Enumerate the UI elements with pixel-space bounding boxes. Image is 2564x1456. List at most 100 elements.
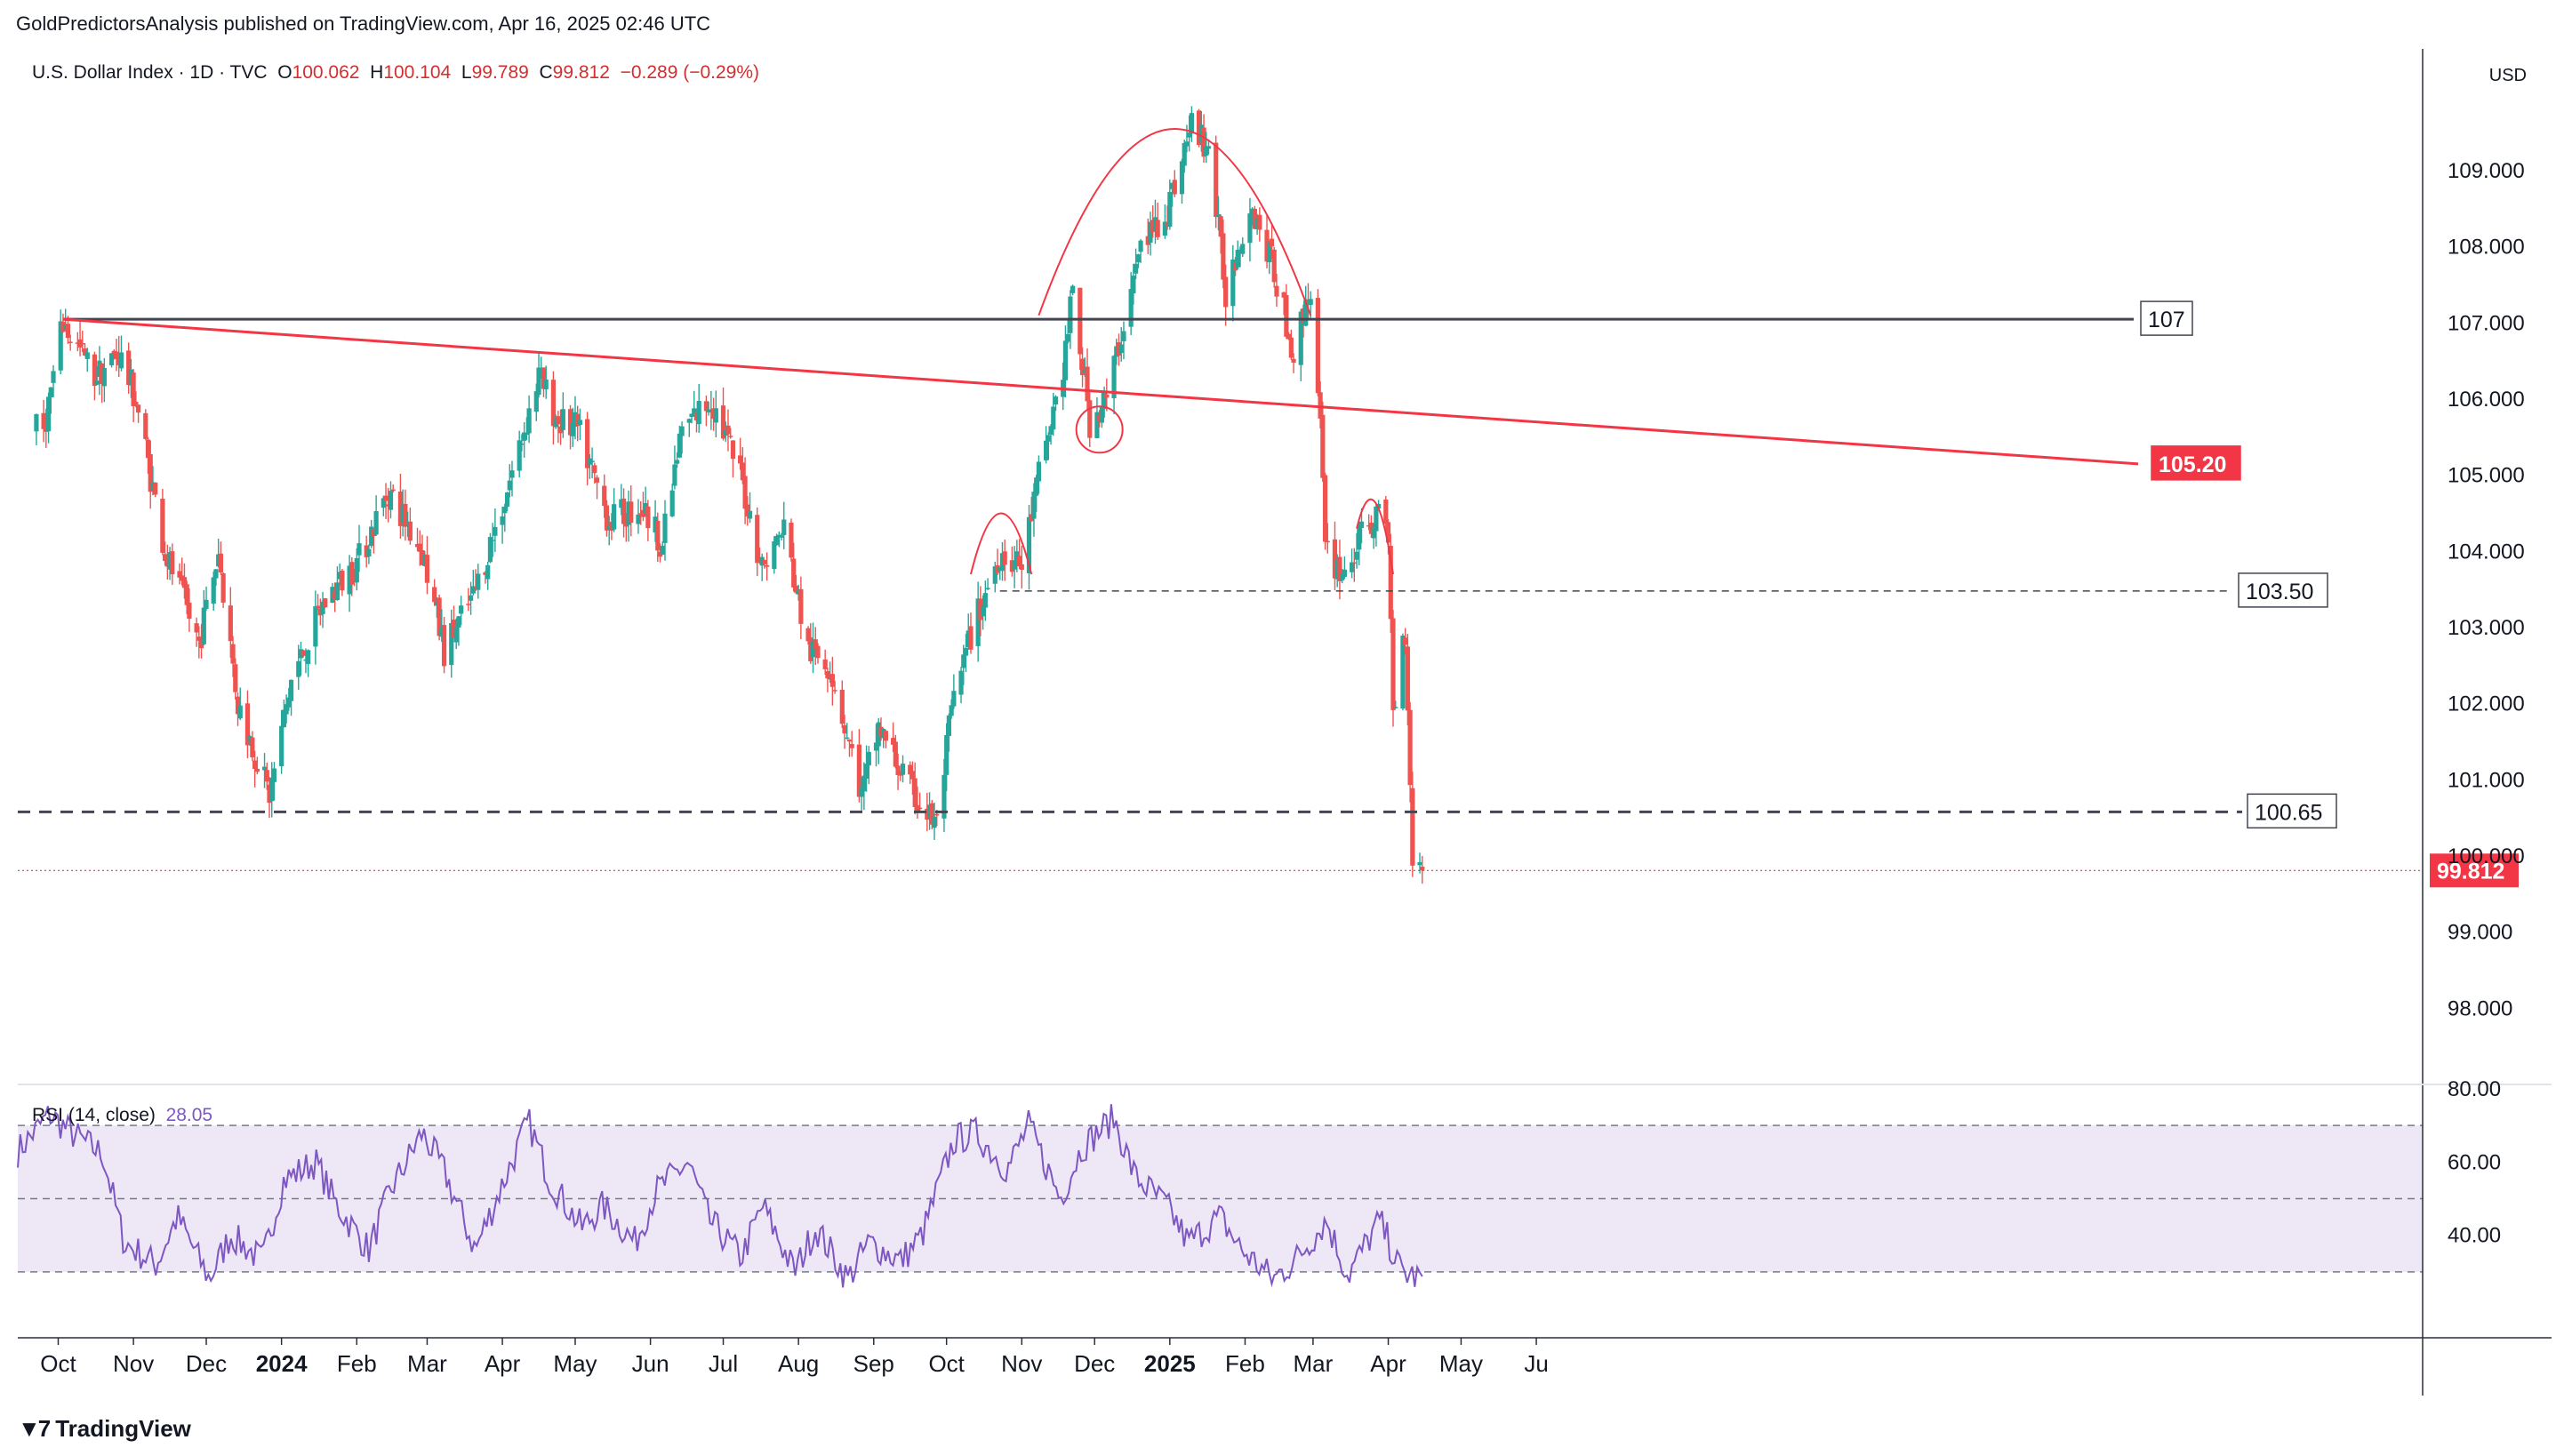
- candle-down: [757, 561, 763, 564]
- candle-up: [966, 630, 971, 648]
- candle-up: [876, 722, 881, 747]
- candle-up: [306, 650, 311, 664]
- candle-down: [693, 412, 700, 420]
- candle-down: [728, 436, 733, 437]
- candle-up: [539, 368, 544, 370]
- candle-down: [558, 426, 564, 434]
- candle-down: [228, 605, 233, 642]
- candle-up: [388, 491, 394, 510]
- candle-down: [1410, 788, 1415, 866]
- candle-down: [730, 440, 736, 460]
- candle-down: [300, 650, 306, 656]
- candle-down: [198, 636, 204, 649]
- candle-down: [1264, 229, 1270, 262]
- candle-up: [337, 572, 342, 580]
- candle-down: [1385, 522, 1391, 543]
- candle-up: [828, 677, 833, 680]
- candle-up: [51, 371, 56, 383]
- candle-down: [80, 342, 85, 345]
- candle-up: [522, 432, 527, 441]
- candle-up: [660, 545, 665, 556]
- candle-down: [1079, 358, 1086, 376]
- candle-down: [82, 348, 88, 356]
- candle-up: [45, 396, 52, 432]
- time-tick-label: 2024: [256, 1350, 308, 1377]
- time-tick-label: May: [553, 1350, 597, 1377]
- candle-up: [881, 729, 886, 739]
- candle-up: [866, 751, 871, 766]
- candle-down: [267, 784, 272, 804]
- candle-down: [420, 550, 425, 565]
- candle-up: [723, 429, 728, 436]
- candle-down: [407, 521, 413, 541]
- time-tick-label: Feb: [1225, 1350, 1265, 1377]
- candle-down: [1286, 333, 1292, 340]
- price-tick-label: 101.000: [2448, 768, 2525, 792]
- candle-down: [934, 813, 940, 816]
- candle-up: [1138, 240, 1143, 252]
- candle-down: [403, 503, 408, 527]
- price-tick-label: 99.000: [2448, 921, 2512, 945]
- candle-down: [451, 620, 457, 638]
- candle-up: [577, 420, 583, 425]
- candle-down: [602, 485, 607, 507]
- candle-down: [1085, 366, 1090, 402]
- candle-down: [196, 636, 202, 641]
- candle-down: [1351, 562, 1357, 564]
- candle-down: [1407, 709, 1413, 786]
- small-arc-oct: [969, 512, 1033, 575]
- candle-up: [485, 564, 491, 580]
- candle-down: [1165, 222, 1170, 226]
- candle-down: [1116, 342, 1122, 356]
- candle-down: [254, 768, 260, 772]
- candle-up: [1167, 192, 1173, 228]
- time-tick-label: May: [1439, 1350, 1483, 1377]
- candle-up: [1094, 412, 1100, 438]
- candle-up: [487, 537, 493, 563]
- price-tick-label: 108.000: [2448, 236, 2525, 260]
- candle-down: [235, 696, 241, 715]
- candle-up: [1070, 285, 1076, 293]
- candle-down: [383, 495, 389, 501]
- candle-down: [349, 562, 355, 585]
- candle-down: [143, 412, 148, 439]
- candle-up: [1238, 249, 1243, 253]
- candle-down: [1388, 545, 1393, 620]
- candle-down: [233, 664, 238, 692]
- candle-up: [1250, 208, 1255, 217]
- candle-up: [1046, 435, 1051, 442]
- candle-up: [237, 705, 243, 719]
- candle-up: [1131, 276, 1136, 294]
- candle-down: [1305, 299, 1311, 301]
- brand[interactable]: ▼7 TradingView: [18, 1415, 191, 1443]
- price-tick-label: 104.000: [2448, 540, 2525, 564]
- candle-up: [94, 380, 100, 385]
- candle-up: [1334, 559, 1340, 580]
- candle-down: [604, 505, 610, 531]
- small-arc-mar: [1356, 498, 1394, 575]
- candle-down: [623, 520, 629, 527]
- candle-up: [63, 324, 68, 330]
- candle-down: [798, 588, 804, 624]
- candle-up: [400, 505, 405, 523]
- candle-down: [1271, 249, 1277, 283]
- candle-up: [1135, 254, 1141, 263]
- candle-up: [759, 556, 765, 566]
- candle-down: [1257, 214, 1262, 230]
- candle-down: [575, 413, 581, 427]
- candle-down: [1405, 646, 1410, 711]
- candle-down: [65, 324, 71, 339]
- high-value: 100.104: [383, 62, 452, 83]
- candle-up: [373, 511, 379, 535]
- candle-down: [1420, 866, 1425, 871]
- candle-up: [303, 659, 308, 661]
- candle-up: [1031, 492, 1037, 519]
- candle-down: [1322, 475, 1328, 542]
- candle-up: [261, 766, 268, 771]
- currency-label[interactable]: USD: [2488, 66, 2527, 85]
- close-label: C: [539, 62, 553, 83]
- candle-down: [180, 575, 185, 581]
- candle-down: [1002, 551, 1007, 565]
- candle-up: [271, 768, 277, 782]
